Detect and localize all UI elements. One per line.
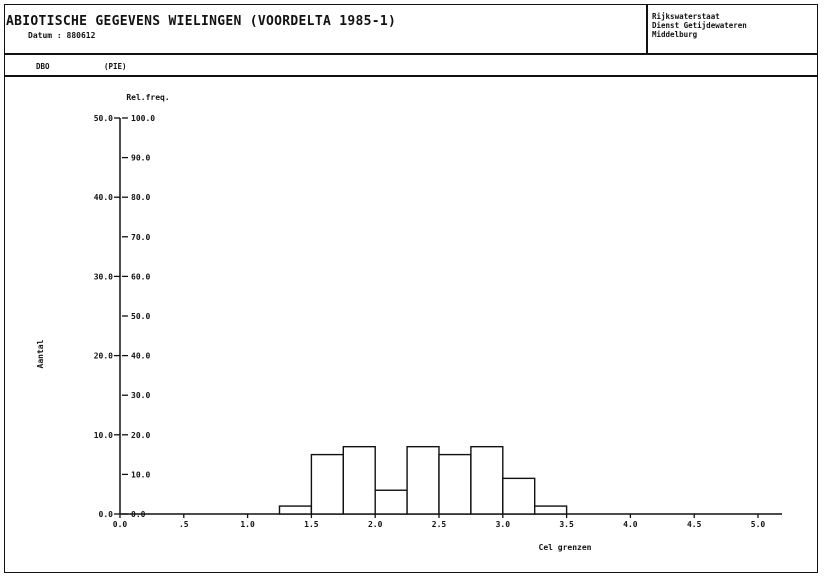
y-right-tick-label: 30.0	[131, 391, 150, 400]
date-label: Datum : 880612	[28, 31, 96, 40]
x-tick-label: 3.5	[559, 520, 574, 529]
y-right-axis-title: Rel.freq.	[126, 93, 169, 102]
y-right-tick-label: 10.0	[131, 470, 150, 479]
histogram-bar	[534, 505, 568, 515]
histogram-bar	[502, 477, 536, 515]
histogram-bar	[374, 489, 408, 515]
histogram-bar	[278, 505, 313, 515]
parameter-label: DBO	[36, 62, 50, 71]
histogram-bar	[310, 453, 344, 515]
y-right-tick-label: 60.0	[131, 272, 150, 281]
x-tick-label: 2.0	[368, 520, 383, 529]
labels-group: 0.0 10.0 20.0 30.0 40.0 50.0 0.0 10.0 20.0 30.0 40…	[36, 93, 765, 552]
x-tick-label: 1.0	[240, 520, 255, 529]
y-left-tick-label: 40.0	[94, 193, 113, 202]
x-tick-label: .5	[179, 520, 189, 529]
y-left-tick-label: 50.0	[94, 114, 113, 123]
bars-group	[278, 445, 568, 515]
histogram-bar	[406, 445, 440, 515]
histogram-bar	[438, 453, 472, 515]
organisation-block: Rijkswaterstaat Dienst Getijdewateren Mi…	[652, 12, 747, 39]
y-right-tick-label: 20.0	[131, 431, 150, 440]
org-line: Dienst Getijdewateren	[652, 21, 747, 30]
page-title: ABIOTISCHE GEGEVENS WIELINGEN (VOORDELTA…	[6, 14, 397, 29]
y-left-tick-label: 20.0	[94, 352, 113, 361]
x-tick-label: 4.0	[623, 520, 638, 529]
header-rule	[4, 53, 818, 55]
subheader-rule	[4, 75, 818, 77]
histogram-bar	[470, 445, 504, 515]
histogram-bar	[342, 445, 376, 515]
y-right-tick-label: 0.0	[131, 510, 146, 519]
header-divider	[646, 4, 648, 53]
x-tick-label: 5.0	[751, 520, 766, 529]
x-tick-label: 0.0	[113, 520, 128, 529]
x-axis-title: Cel grenzen	[539, 543, 592, 552]
y-right-tick-label: 50.0	[131, 312, 150, 321]
y-right-tick-label: 80.0	[131, 193, 150, 202]
y-right-tick-label: 70.0	[131, 233, 150, 242]
x-tick-label: 3.0	[496, 520, 511, 529]
org-line: Rijkswaterstaat	[652, 12, 720, 21]
x-tick-label: 1.5	[304, 520, 319, 529]
org-line: Middelburg	[652, 30, 698, 39]
y-left-tick-label: 10.0	[94, 431, 113, 440]
x-tick-label: 4.5	[687, 520, 702, 529]
y-right-tick-label: 100.0	[131, 114, 155, 123]
y-right-tick-label: 90.0	[131, 154, 150, 163]
unit-label: (PIE)	[104, 62, 127, 71]
y-left-tick-label: 30.0	[94, 272, 113, 281]
chart-frame	[4, 4, 818, 573]
y-right-tick-label: 40.0	[131, 352, 150, 361]
x-tick-label: 2.5	[432, 520, 447, 529]
y-left-tick-label: 0.0	[99, 510, 114, 519]
y-left-axis-title: Aantal	[36, 339, 45, 368]
